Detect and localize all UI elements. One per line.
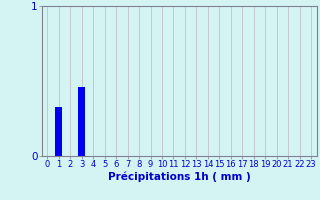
X-axis label: Précipitations 1h ( mm ): Précipitations 1h ( mm ) xyxy=(108,172,251,182)
Bar xyxy=(55,106,62,156)
Bar xyxy=(78,87,85,156)
